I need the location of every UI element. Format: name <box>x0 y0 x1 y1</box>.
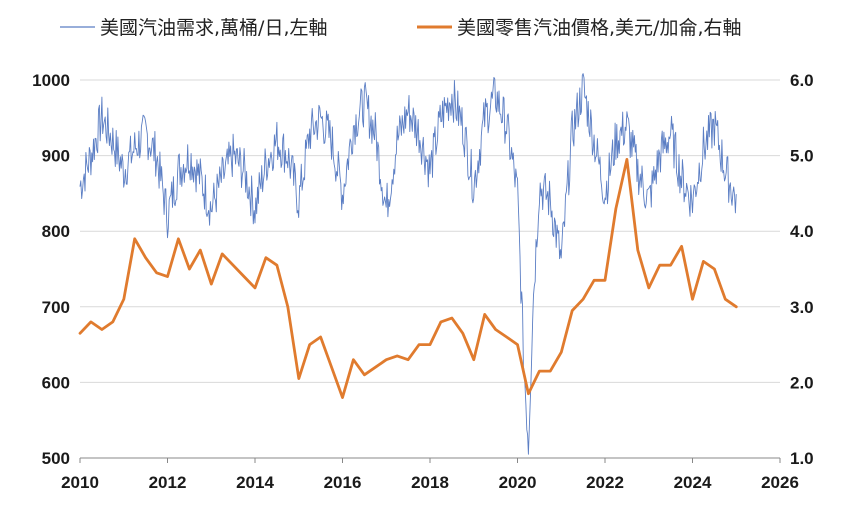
x-tick-label: 2016 <box>324 473 362 492</box>
x-tick-label: 2010 <box>61 473 99 492</box>
x-tick-label: 2022 <box>586 473 624 492</box>
x-tick-label: 2012 <box>149 473 187 492</box>
x-tick-label: 2020 <box>499 473 537 492</box>
x-tick-label: 2014 <box>236 473 274 492</box>
x-tick-label: 2018 <box>411 473 449 492</box>
y-right-tick-label: 6.0 <box>790 71 814 90</box>
series <box>78 73 738 455</box>
series-line-demand <box>79 73 737 455</box>
y-left-tick-label: 600 <box>42 373 70 392</box>
y-right-tick-label: 2.0 <box>790 373 814 392</box>
legend-label-price: 美國零售汽油價格,美元/加侖,右軸 <box>457 17 741 39</box>
x-tick-label: 2026 <box>761 473 799 492</box>
tick-labels: 500 1.0 600 2.0 700 3.0 800 4.0 900 5.0 1000 6.0 201… <box>32 71 813 492</box>
legend-label-demand: 美國汽油需求,萬桶/日,左軸 <box>100 17 327 39</box>
gridlines <box>80 79 780 383</box>
y-left-tick-label: 900 <box>42 147 70 166</box>
y-right-tick-label: 5.0 <box>790 147 814 166</box>
y-right-tick-label: 1.0 <box>790 449 814 468</box>
x-tick-label: 2024 <box>674 473 712 492</box>
legend: 美國汽油需求,萬桶/日,左軸 美國零售汽油價格,美元/加侖,右軸 <box>60 17 741 39</box>
y-left-tick-label: 800 <box>42 222 70 241</box>
axes <box>79 457 781 463</box>
series-line-price <box>78 157 738 399</box>
y-left-tick-label: 500 <box>42 449 70 468</box>
y-right-tick-label: 3.0 <box>790 298 814 317</box>
y-left-tick-label: 700 <box>42 298 70 317</box>
y-right-tick-label: 4.0 <box>790 222 814 241</box>
y-left-tick-label: 1000 <box>32 71 70 90</box>
